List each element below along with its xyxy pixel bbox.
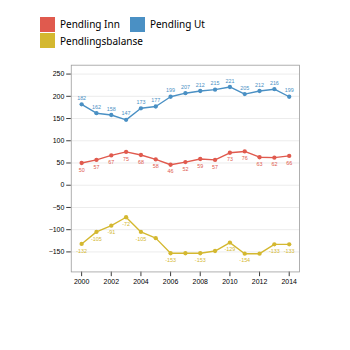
svg-text:75: 75 <box>123 156 129 162</box>
svg-text:66: 66 <box>286 160 292 166</box>
svg-text:0: 0 <box>60 181 64 188</box>
html-text:Pendling Ut: Pendling Ut <box>149 17 205 32</box>
svg-text:-133: -133 <box>284 248 295 254</box>
html-text:Pendlingsbalanse: Pendlingsbalanse <box>60 33 143 48</box>
svg-text:2000: 2000 <box>74 278 90 285</box>
svg-text:162: 162 <box>92 104 101 110</box>
svg-text:2004: 2004 <box>133 278 149 285</box>
svg-text:-129: -129 <box>225 246 236 252</box>
svg-text:200: 200 <box>53 93 65 100</box>
svg-text:199: 199 <box>285 87 294 93</box>
svg-text:-91: -91 <box>107 229 115 235</box>
svg-text:59: 59 <box>197 163 203 169</box>
svg-text:100: 100 <box>53 137 65 144</box>
svg-text:2012: 2012 <box>252 278 268 285</box>
svg-text:158: 158 <box>107 106 116 112</box>
svg-text:212: 212 <box>255 82 264 88</box>
svg-text:-153: -153 <box>165 257 176 263</box>
svg-text:2010: 2010 <box>222 278 238 285</box>
svg-text:76: 76 <box>242 155 248 161</box>
svg-text:57: 57 <box>93 164 99 170</box>
svg-text:-154: -154 <box>239 257 250 263</box>
svg-text:2006: 2006 <box>163 278 179 285</box>
svg-text:-105: -105 <box>91 236 102 242</box>
svg-text:-105: -105 <box>136 236 147 242</box>
svg-text:-72: -72 <box>122 221 130 227</box>
svg-text:-153: -153 <box>195 257 206 263</box>
svg-text:−50: −50 <box>53 204 65 211</box>
svg-text:2014: 2014 <box>281 278 297 285</box>
html-text:Pendling Inn: Pendling Inn <box>60 17 120 32</box>
svg-text:-133: -133 <box>269 248 280 254</box>
svg-text:-132: -132 <box>76 248 87 254</box>
svg-text:68: 68 <box>138 159 144 165</box>
svg-text:205: 205 <box>240 85 249 91</box>
svg-text:67: 67 <box>108 159 114 165</box>
svg-text:46: 46 <box>168 168 174 174</box>
svg-text:177: 177 <box>151 97 160 103</box>
svg-text:216: 216 <box>270 80 279 86</box>
svg-text:221: 221 <box>225 78 234 84</box>
svg-text:215: 215 <box>211 80 220 86</box>
svg-text:182: 182 <box>77 95 86 101</box>
svg-text:173: 173 <box>136 99 145 105</box>
svg-text:57: 57 <box>212 164 218 170</box>
svg-text:2008: 2008 <box>193 278 209 285</box>
svg-text:−100: −100 <box>49 226 65 233</box>
svg-text:50: 50 <box>79 167 85 173</box>
svg-text:147: 147 <box>122 110 131 116</box>
svg-text:199: 199 <box>166 87 175 93</box>
svg-text:207: 207 <box>181 84 190 90</box>
svg-text:62: 62 <box>271 161 277 167</box>
svg-text:63: 63 <box>257 161 263 167</box>
svg-text:52: 52 <box>182 166 188 172</box>
svg-text:212: 212 <box>196 82 205 88</box>
svg-text:58: 58 <box>153 163 159 169</box>
svg-text:150: 150 <box>53 115 65 122</box>
svg-text:250: 250 <box>53 70 65 77</box>
svg-text:−150: −150 <box>49 248 65 255</box>
svg-text:50: 50 <box>57 159 65 166</box>
svg-text:2002: 2002 <box>104 278 120 285</box>
svg-text:73: 73 <box>227 156 233 162</box>
